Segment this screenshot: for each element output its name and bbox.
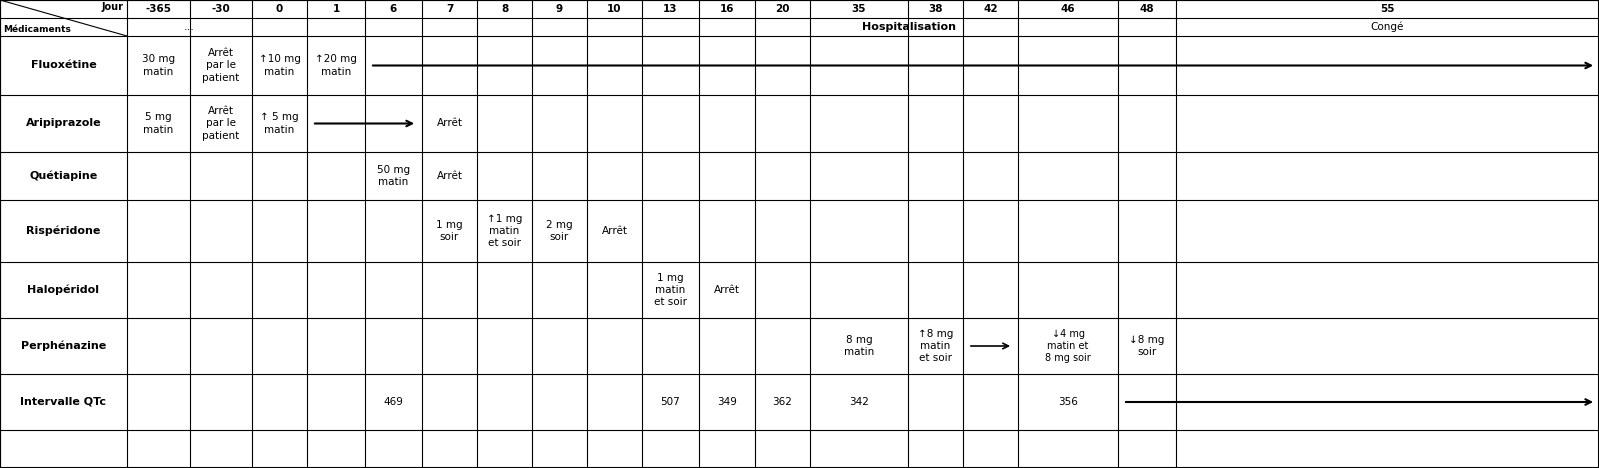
Text: ↓4 mg
matin et
8 mg soir: ↓4 mg matin et 8 mg soir <box>1046 329 1091 363</box>
Text: 469: 469 <box>384 397 403 407</box>
Text: 16: 16 <box>720 4 734 14</box>
Text: 342: 342 <box>849 397 868 407</box>
Text: 362: 362 <box>772 397 793 407</box>
Text: 30 mg
matin: 30 mg matin <box>142 54 174 77</box>
Text: 46: 46 <box>1060 4 1075 14</box>
Text: 7: 7 <box>446 4 453 14</box>
Text: 13: 13 <box>664 4 678 14</box>
Text: Quétiapine: Quétiapine <box>29 171 98 181</box>
Text: Arrêt
par le
patient: Arrêt par le patient <box>203 106 240 141</box>
Text: 10: 10 <box>608 4 622 14</box>
Text: 35: 35 <box>852 4 867 14</box>
Text: 1: 1 <box>333 4 339 14</box>
Text: 2 mg
soir: 2 mg soir <box>547 220 572 242</box>
Text: 356: 356 <box>1059 397 1078 407</box>
Text: Congé: Congé <box>1370 22 1404 32</box>
Text: 5 mg
matin: 5 mg matin <box>144 112 174 135</box>
Text: 1 mg
soir: 1 mg soir <box>437 220 462 242</box>
Text: Jour: Jour <box>102 2 125 12</box>
Text: 9: 9 <box>556 4 563 14</box>
Text: Arrêt: Arrêt <box>437 171 462 181</box>
Text: Halopéridol: Halopéridol <box>27 285 99 295</box>
Text: ↑ 5 mg
matin: ↑ 5 mg matin <box>261 112 299 135</box>
Text: 507: 507 <box>660 397 681 407</box>
Text: Perphénazine: Perphénazine <box>21 341 106 351</box>
Text: Arrêt
par le
patient: Arrêt par le patient <box>203 48 240 83</box>
Text: ↑1 mg
matin
et soir: ↑1 mg matin et soir <box>486 213 523 249</box>
Text: 0: 0 <box>277 4 283 14</box>
Text: -30: -30 <box>211 4 230 14</box>
Text: ↑20 mg
matin: ↑20 mg matin <box>315 54 357 77</box>
Text: 50 mg
matin: 50 mg matin <box>377 165 409 187</box>
Text: 6: 6 <box>390 4 397 14</box>
Text: Arrêt: Arrêt <box>715 285 740 295</box>
Text: 55: 55 <box>1380 4 1394 14</box>
Text: Aripiprazole: Aripiprazole <box>26 118 101 129</box>
Text: 349: 349 <box>716 397 737 407</box>
Text: Arrêt: Arrêt <box>437 118 462 129</box>
Text: 8 mg
matin: 8 mg matin <box>844 335 875 357</box>
Text: Intervalle QTc: Intervalle QTc <box>21 397 107 407</box>
Text: ↑10 mg
matin: ↑10 mg matin <box>259 54 301 77</box>
Text: 1 mg
matin
et soir: 1 mg matin et soir <box>654 272 688 307</box>
Text: Arrêt: Arrêt <box>601 226 627 236</box>
Text: Hospitalisation: Hospitalisation <box>862 22 956 32</box>
Text: Rispéridone: Rispéridone <box>26 226 101 236</box>
Text: 48: 48 <box>1140 4 1154 14</box>
Text: Fluoxétine: Fluoxétine <box>30 60 96 71</box>
Text: -365: -365 <box>146 4 171 14</box>
Text: ...: ... <box>184 22 195 32</box>
Text: ↓8 mg
soir: ↓8 mg soir <box>1129 335 1164 357</box>
Text: 38: 38 <box>929 4 943 14</box>
Text: 8: 8 <box>500 4 508 14</box>
Text: 20: 20 <box>776 4 790 14</box>
Text: Médicaments: Médicaments <box>3 25 70 34</box>
Text: ↑8 mg
matin
et soir: ↑8 mg matin et soir <box>918 329 953 363</box>
Text: 42: 42 <box>983 4 998 14</box>
